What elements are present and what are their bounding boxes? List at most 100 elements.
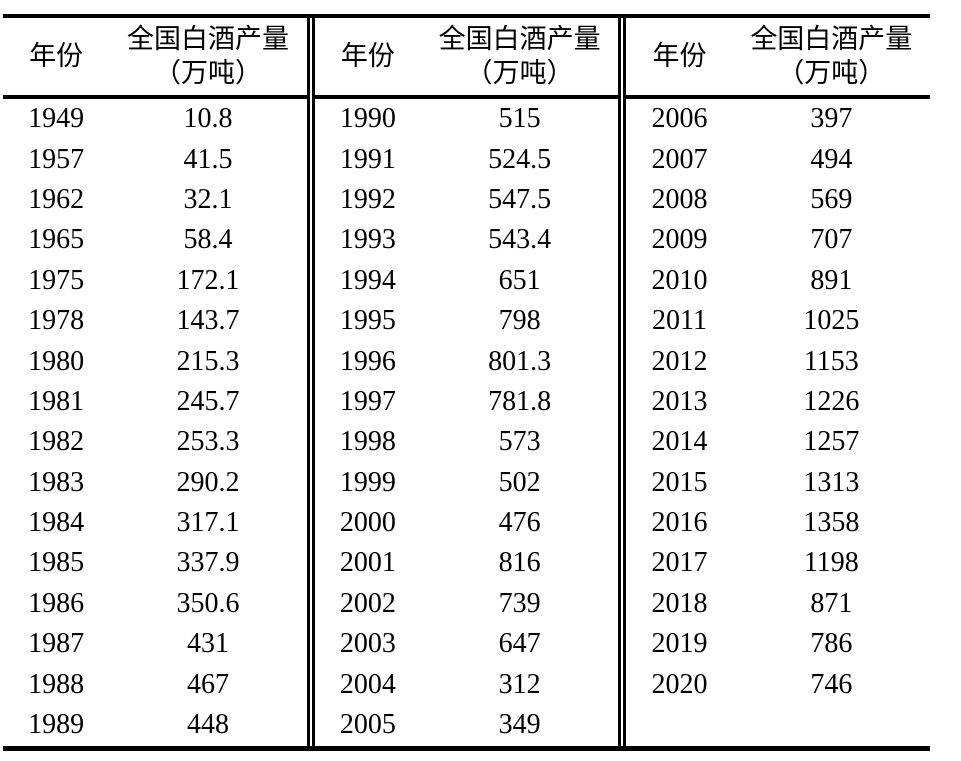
header-row: 年份 全国白酒产量 （万吨） bbox=[3, 18, 307, 99]
year-cell: 1999 bbox=[339, 466, 396, 498]
table-row: 2010 891 bbox=[626, 261, 930, 301]
production-cell: 573 bbox=[498, 426, 541, 458]
production-cell: 515 bbox=[498, 103, 541, 135]
year-cell: 2011 bbox=[652, 305, 707, 337]
year-cell: 2012 bbox=[651, 345, 708, 377]
year-cell: 1997 bbox=[339, 385, 396, 417]
table-row: 2020 746 bbox=[626, 664, 930, 704]
table-row: 2015 1313 bbox=[626, 463, 930, 503]
production-cell: 349 bbox=[498, 709, 541, 741]
table-row: 2019 786 bbox=[626, 624, 930, 664]
year-cell: 1965 bbox=[28, 224, 85, 256]
production-cell: 215.3 bbox=[176, 345, 240, 377]
table-row: 1957 41.5 bbox=[3, 139, 307, 179]
production-cell: 739 bbox=[498, 587, 541, 619]
year-cell: 1986 bbox=[28, 587, 85, 619]
production-cell: 312 bbox=[498, 668, 541, 700]
year-cell: 2020 bbox=[651, 668, 708, 700]
production-cell: 32.1 bbox=[183, 183, 233, 215]
production-cell: 1313 bbox=[803, 466, 860, 498]
table-group-2: 年份 全国白酒产量 （万吨） 1990 515 1991 524.5 1992 547.5… bbox=[306, 18, 619, 746]
year-cell: 1996 bbox=[339, 345, 396, 377]
table-body: 1949 10.8 1957 41.5 1962 32.1 1965 58.4 1975 172.… bbox=[3, 97, 307, 745]
production-cell: 786 bbox=[810, 628, 853, 660]
year-cell: 1981 bbox=[28, 385, 85, 417]
year-cell: 1987 bbox=[28, 628, 85, 660]
production-cell: 467 bbox=[186, 668, 229, 700]
production-cell: 143.7 bbox=[176, 305, 240, 337]
production-cell: 1025 bbox=[803, 305, 860, 337]
table-row: 1985 337.9 bbox=[3, 543, 307, 583]
data-table: 年份 全国白酒产量 （万吨） 1990 515 1991 524.5 1992 547.5… bbox=[314, 18, 619, 745]
production-cell: 448 bbox=[186, 709, 229, 741]
year-cell: 2015 bbox=[651, 466, 708, 498]
table-row: 1999 502 bbox=[315, 463, 619, 503]
year-cell: 1949 bbox=[28, 103, 85, 135]
production-cell: 172.1 bbox=[176, 264, 240, 296]
production-cell: 317.1 bbox=[176, 507, 240, 539]
year-cell: 1990 bbox=[339, 103, 396, 135]
year-cell: 1962 bbox=[28, 183, 85, 215]
production-cell: 547.5 bbox=[488, 183, 552, 215]
production-cell: 290.2 bbox=[176, 466, 240, 498]
production-cell: 524.5 bbox=[488, 143, 552, 175]
production-cell: 1358 bbox=[803, 507, 860, 539]
production-cell: 1198 bbox=[803, 547, 859, 579]
production-header-line2: （万吨） bbox=[465, 57, 574, 88]
production-cell: 707 bbox=[810, 224, 853, 256]
year-cell: 1980 bbox=[28, 345, 85, 377]
table-row: 1965 58.4 bbox=[3, 220, 307, 260]
production-header-line1: 全国白酒产量 bbox=[750, 23, 913, 54]
table-row: 1993 543.4 bbox=[315, 220, 619, 260]
year-cell: 2014 bbox=[651, 426, 708, 458]
year-cell: 2004 bbox=[339, 668, 396, 700]
year-cell: 2005 bbox=[339, 709, 396, 741]
table-row: 2012 1153 bbox=[626, 341, 930, 381]
table-row: 1997 781.8 bbox=[315, 382, 619, 422]
data-table: 年份 全国白酒产量 （万吨） 2006 397 2007 494 2008 569 2009… bbox=[626, 18, 931, 705]
table-row: 1984 317.1 bbox=[3, 503, 307, 543]
table-row: 1992 547.5 bbox=[315, 180, 619, 220]
production-column-header: 全国白酒产量 （万吨） bbox=[732, 18, 931, 99]
table-row: 1988 467 bbox=[3, 664, 307, 704]
table-group-3: 年份 全国白酒产量 （万吨） 2006 397 2007 494 2008 569 2009… bbox=[618, 18, 931, 746]
table-row: 2017 1198 bbox=[626, 543, 930, 583]
production-cell: 1226 bbox=[803, 385, 860, 417]
table-row: 2005 349 bbox=[315, 705, 619, 745]
table-row: 2011 1025 bbox=[626, 301, 930, 341]
table-body: 1990 515 1991 524.5 1992 547.5 1993 543.4 1994 65… bbox=[315, 97, 619, 745]
production-cell: 58.4 bbox=[183, 224, 233, 256]
year-cell: 1991 bbox=[339, 143, 396, 175]
year-cell: 2019 bbox=[651, 628, 708, 660]
year-cell: 1978 bbox=[28, 305, 85, 337]
production-cell: 781.8 bbox=[488, 385, 552, 417]
table-row: 2001 816 bbox=[315, 543, 619, 583]
table-row: 1987 431 bbox=[3, 624, 307, 664]
production-cell: 1153 bbox=[803, 345, 859, 377]
year-column-header: 年份 bbox=[3, 18, 110, 99]
table-row: 1975 172.1 bbox=[3, 261, 307, 301]
year-cell: 1957 bbox=[28, 143, 85, 175]
year-cell: 1984 bbox=[28, 507, 85, 539]
year-cell: 2016 bbox=[651, 507, 708, 539]
year-cell: 2002 bbox=[339, 587, 396, 619]
production-cell: 431 bbox=[186, 628, 229, 660]
year-column-header: 年份 bbox=[314, 18, 421, 99]
production-cell: 871 bbox=[810, 587, 853, 619]
table-row: 1989 448 bbox=[3, 705, 307, 745]
table-row: 2006 397 bbox=[626, 97, 930, 139]
production-cell: 502 bbox=[498, 466, 541, 498]
table-body: 2006 397 2007 494 2008 569 2009 707 2010 891 2011 1… bbox=[626, 97, 930, 705]
header-row: 年份 全国白酒产量 （万吨） bbox=[626, 18, 931, 99]
year-column-header: 年份 bbox=[626, 18, 733, 99]
production-header-line1: 全国白酒产量 bbox=[438, 23, 601, 54]
year-cell: 1975 bbox=[28, 264, 85, 296]
table-row: 1980 215.3 bbox=[3, 341, 307, 381]
year-cell: 1994 bbox=[339, 264, 396, 296]
year-cell: 2006 bbox=[651, 103, 708, 135]
production-cell: 253.3 bbox=[176, 426, 240, 458]
year-cell: 2000 bbox=[339, 507, 396, 539]
year-cell: 2008 bbox=[651, 183, 708, 215]
production-cell: 651 bbox=[498, 264, 541, 296]
